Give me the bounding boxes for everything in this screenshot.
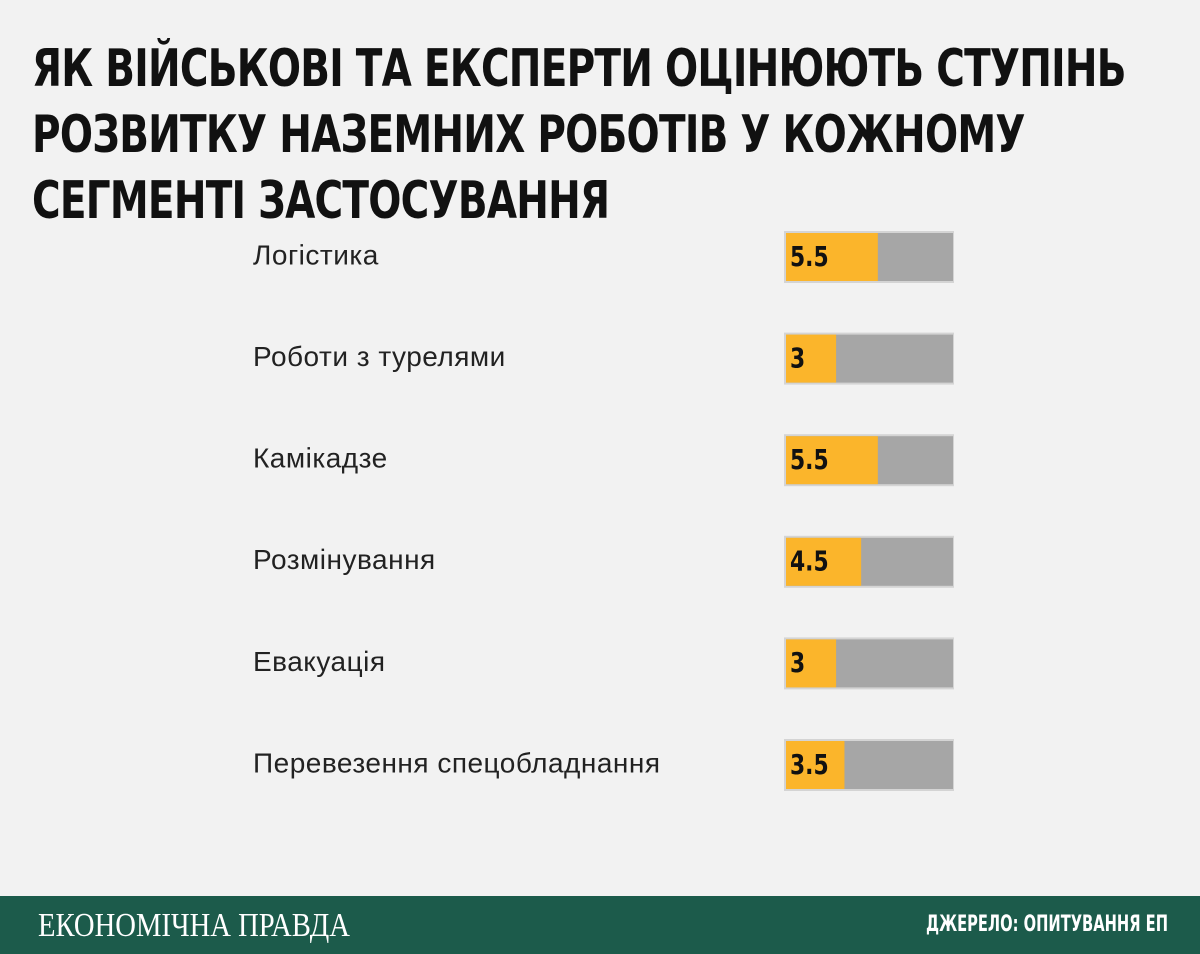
chart-title: ЯК ВІЙСЬКОВІ ТА ЕКСПЕРТИ ОЦІНЮЮТЬ СТУПІН… [32,39,1127,231]
category-label: Евакуація [253,646,386,677]
bar [786,334,837,383]
logo: ЕКОНОМІЧНА ПРАВДА [38,907,350,944]
value-label: 5.5 [790,240,829,272]
value-label: 4.5 [790,545,829,577]
category-label: Перевезення спецобладнання [253,747,661,778]
bar [786,233,878,281]
value-label: 3 [790,342,805,374]
bar [786,639,837,688]
category-label: Розмінування [253,544,436,575]
value-label: 3.5 [790,748,829,780]
bar [786,741,845,789]
bar [786,537,862,586]
value-label: 3 [790,647,805,679]
category-label: Камікадзе [253,443,388,474]
category-label: Роботи з турелями [253,341,506,372]
category-label: Логістика [253,239,379,270]
value-label: 5.5 [790,443,829,475]
source: ДЖЕРЕЛО: ОПИТУВАННЯ ЕП [926,912,1168,937]
bar [786,436,878,485]
footer-band [0,896,1200,954]
